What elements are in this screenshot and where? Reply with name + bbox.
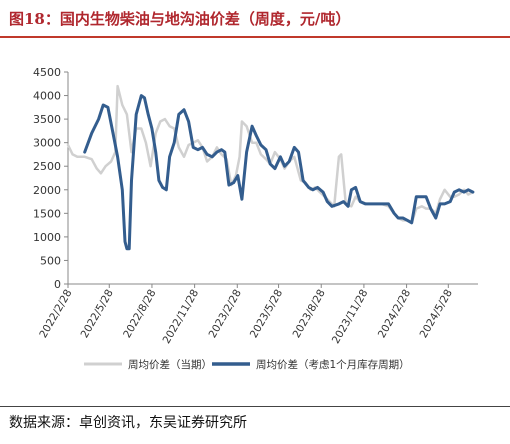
legend-label-1: 周均价差（当期） xyxy=(128,358,212,371)
y-tick-label: 2500 xyxy=(33,160,61,173)
x-tick-label: 2022/8/28 xyxy=(121,288,158,341)
x-tick-label: 2024/5/28 xyxy=(418,288,455,341)
series-lines xyxy=(66,84,475,251)
x-tick-label: 2022/5/28 xyxy=(79,288,116,341)
legend-label-2: 周均价差（考虑1个月库存周期） xyxy=(256,358,410,371)
x-axis: 2022/2/28 2022/5/28 2022/8/28 2022/11/28 202… xyxy=(37,283,478,346)
x-tick-label: 2023/11/28 xyxy=(330,288,371,346)
source-divider xyxy=(0,406,510,407)
x-tick-label: 2022/2/28 xyxy=(37,288,74,341)
y-tick-label: 1500 xyxy=(33,207,61,220)
y-tick-label: 3000 xyxy=(33,137,61,150)
y-tick-label: 4000 xyxy=(33,90,61,103)
y-tick-label: 3500 xyxy=(33,113,61,126)
x-tick-label: 2022/11/28 xyxy=(161,288,202,346)
source-note: 数据来源：卓创资讯，东吴证券研究所 xyxy=(9,415,247,431)
y-tick-label: 1000 xyxy=(33,231,61,244)
y-tick-label: 2000 xyxy=(33,184,61,197)
y-tick-label: 0 xyxy=(54,278,61,291)
line-chart: 0 500 1000 1500 2000 2500 3000 3500 4000 4500 202… xyxy=(33,66,478,371)
x-tick-label: 2024/2/28 xyxy=(376,288,413,341)
x-tick-label: 2023/2/28 xyxy=(207,288,244,341)
x-tick-label: 2023/5/28 xyxy=(248,288,285,341)
chart-title: 图18：国内生物柴油与地沟油价差（周度，元/吨） xyxy=(9,10,351,28)
y-axis: 0 500 1000 1500 2000 2500 3000 3500 4000 4500 xyxy=(33,66,69,291)
y-tick-label: 4500 xyxy=(33,66,61,79)
series-line-1 xyxy=(66,84,475,225)
y-tick-label: 500 xyxy=(40,254,61,267)
series-line-2 xyxy=(83,94,475,251)
title-divider xyxy=(0,36,510,38)
legend: 周均价差（当期） 周均价差（考虑1个月库存周期） xyxy=(84,358,410,371)
x-tick-label: 2023/8/28 xyxy=(291,288,328,341)
